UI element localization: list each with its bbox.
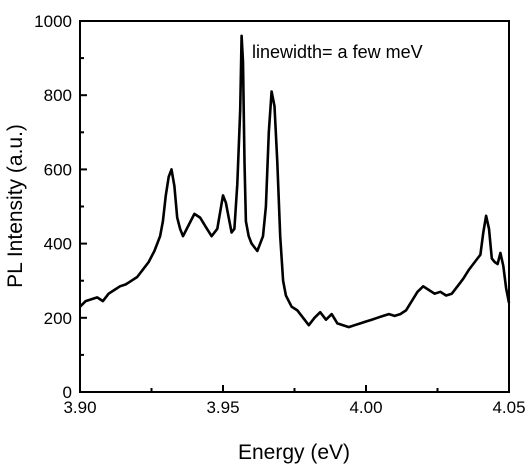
axis-ticks [79,20,510,393]
y-tick-label-0: 0 [63,383,72,402]
x-tick-label-0: 3.90 [63,398,96,417]
annotation-label: linewidth= a few meV [252,42,423,62]
x-tick-label-1: 3.95 [206,398,239,417]
x-tick-label-2: 4.00 [349,398,382,417]
y-tick-label-5: 1000 [34,12,72,31]
y-tick-label-2: 400 [44,235,72,254]
y-tick-label-4: 800 [44,86,72,105]
axis-tick-labels: 3.90 3.95 4.00 4.05 0 200 400 600 800 1000 [34,12,525,417]
series-line [79,34,511,329]
y-tick-label-1: 200 [44,309,72,328]
y-tick-label-3: 600 [44,160,72,179]
x-axis-title: Energy (eV) [238,441,350,464]
plot-area-frame [79,20,510,393]
x-tick-label-3: 4.05 [492,398,525,417]
y-axis-title: PL Intensity (a.u.) [4,124,27,288]
